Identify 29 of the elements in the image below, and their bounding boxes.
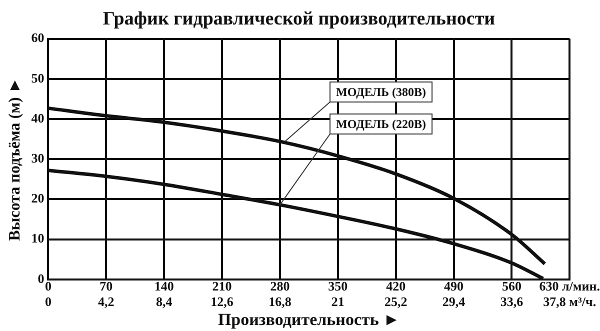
x2-tick-label: 33,6 (500, 294, 524, 310)
x2-tick-label: 25,2 (384, 294, 408, 310)
x2-tick-label: 4,2 (98, 294, 114, 310)
text: МОДЕЛЬ (220В) (336, 117, 426, 132)
x2-tick-label: 16,8 (268, 294, 292, 310)
x-tick-label: 210 (212, 278, 232, 294)
x-tick-label: 70 (100, 278, 113, 294)
x2-tick-label: 8,4 (156, 294, 173, 310)
x-tick-label: 140 (154, 278, 174, 294)
y-tick-label: 30 (31, 150, 44, 166)
x2-tick-label: 29,4 (442, 294, 466, 310)
x-tick-label: 630 л/мин. (539, 278, 600, 294)
chart-title: График гидравлической производительности (102, 8, 496, 30)
y-axis-title: Высота подъёма (м) ► (6, 77, 24, 241)
y-tick-label: 40 (31, 110, 44, 126)
y-tick-label: 50 (31, 70, 44, 86)
y-tick-label: 20 (31, 190, 44, 206)
x-axis-title: Производительность ► (218, 310, 400, 330)
text: МОДЕЛЬ (380В) (336, 85, 426, 100)
x2-tick-label: 21 (331, 294, 344, 310)
y-tick-label: 10 (31, 230, 44, 246)
x-tick-label: 420 (386, 278, 406, 294)
x-tick-label: 560 (502, 278, 522, 294)
y-tick-label: 60 (31, 30, 44, 46)
x2-tick-label: 37,8 м³/ч. (543, 294, 596, 310)
x-tick-label: 280 (270, 278, 290, 294)
x-tick-label: 350 (328, 278, 348, 294)
x2-tick-label: 12,6 (210, 294, 234, 310)
x-tick-label: 490 (444, 278, 464, 294)
